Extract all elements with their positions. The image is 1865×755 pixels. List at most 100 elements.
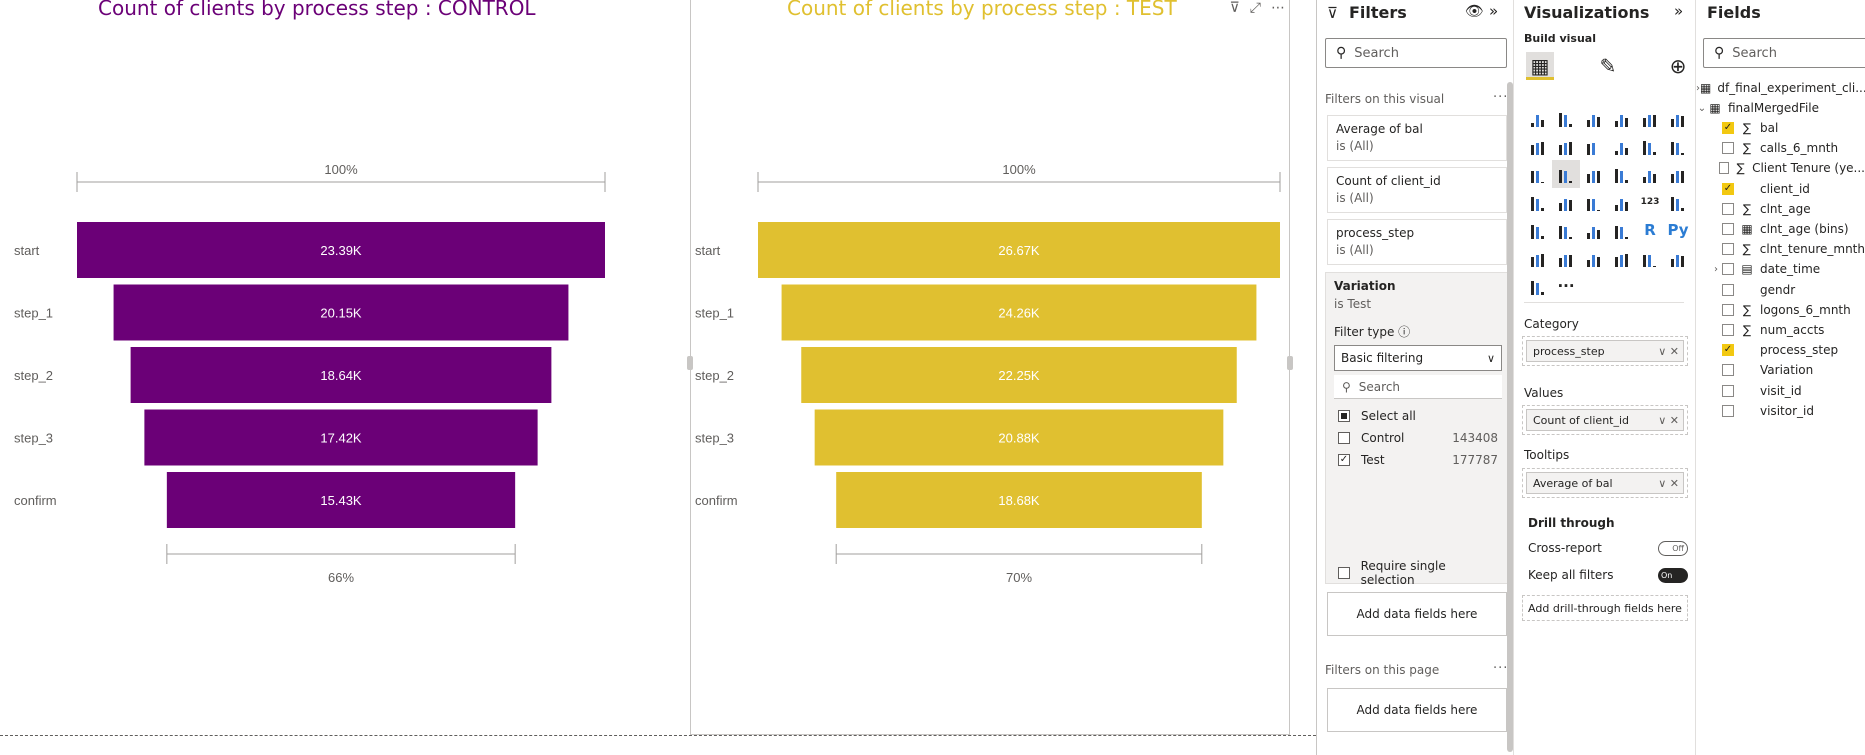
ribbon-icon[interactable] — [1664, 132, 1692, 160]
checkbox[interactable] — [1722, 202, 1734, 215]
decomposition-tree-icon[interactable] — [1552, 244, 1580, 272]
checkbox[interactable] — [1722, 223, 1734, 235]
100-column-icon[interactable] — [1664, 104, 1692, 132]
field-pill[interactable]: Average of bal ∨ ✕ — [1526, 472, 1684, 494]
focus-mode-icon[interactable]: ⤢ — [1249, 0, 1261, 16]
checkbox[interactable] — [1721, 243, 1734, 256]
add-drill-through-fields[interactable]: Add drill-through fields here — [1522, 595, 1688, 621]
option-test[interactable]: ✓ Test 177787 — [1338, 453, 1498, 467]
filter-card-process-step[interactable]: process_step is (All) — [1327, 219, 1507, 265]
field-item-client-tenure-ye-[interactable]: ∑ Client Tenure (ye... — [1696, 158, 1865, 178]
fields-tab-icon[interactable]: ▦ — [1526, 52, 1554, 80]
pill-controls[interactable]: ∨ ✕ — [1658, 413, 1679, 427]
more-options-icon[interactable]: ··· — [1493, 90, 1509, 105]
power-apps-icon[interactable] — [1664, 244, 1692, 272]
scrollbar[interactable] — [1507, 82, 1513, 752]
field-pill[interactable]: process_step ∨ ✕ — [1526, 340, 1684, 362]
stacked-bar-icon[interactable] — [1524, 104, 1552, 132]
filter-values-search-input[interactable]: ⚲ Search — [1334, 375, 1502, 399]
eye-icon[interactable]: 👁 — [1465, 2, 1485, 20]
more-icon[interactable]: ··· — [1557, 277, 1575, 295]
100-bar-icon[interactable] — [1636, 104, 1664, 132]
field-item-clnt-age[interactable]: ∑ clnt_age — [1696, 199, 1865, 219]
checkbox[interactable] — [1719, 162, 1730, 175]
stacked-area-icon[interactable] — [1580, 132, 1608, 160]
checkbox[interactable] — [1338, 567, 1350, 579]
field-item-process-step[interactable]: ✓ process_step — [1696, 340, 1865, 360]
slicer-icon[interactable] — [1552, 216, 1580, 244]
stacked-column-icon[interactable] — [1552, 104, 1580, 132]
qa-icon[interactable] — [1580, 244, 1608, 272]
waterfall-icon[interactable] — [1524, 160, 1552, 188]
power-automate-icon[interactable] — [1524, 272, 1552, 300]
field-item-visit-id[interactable]: visit_id — [1696, 381, 1865, 401]
add-data-fields-visual[interactable]: Add data fields here — [1327, 592, 1507, 636]
field-pill[interactable]: Count of client_id ∨ ✕ — [1526, 409, 1684, 431]
checkbox-checked[interactable]: ✓ — [1722, 344, 1734, 357]
collapse-pane-icon[interactable]: » — [1489, 2, 1499, 20]
format-brush-icon[interactable]: ✎ — [1599, 54, 1617, 78]
values-well[interactable]: Count of client_id ∨ ✕ — [1522, 405, 1688, 435]
kpi-icon[interactable] — [1524, 216, 1552, 244]
collapse-pane-icon[interactable]: » — [1674, 2, 1684, 20]
fields-search-input[interactable]: ⚲ Search — [1703, 38, 1865, 68]
line-column-icon[interactable] — [1608, 132, 1636, 160]
clustered-bar-icon[interactable] — [1580, 104, 1608, 132]
r-visual-icon[interactable]: R — [1644, 221, 1656, 239]
tooltips-well[interactable]: Average of bal ∨ ✕ — [1522, 468, 1688, 498]
key-influencers-icon[interactable] — [1524, 244, 1552, 272]
cross-report-toggle[interactable]: Off — [1658, 541, 1688, 556]
funnel-visual-control[interactable]: Count of clients by process step : CONTR… — [0, 0, 688, 735]
chevron-right-icon[interactable]: › — [1714, 263, 1718, 275]
analytics-icon[interactable]: ⊕ — [1669, 54, 1687, 78]
treemap-icon[interactable] — [1664, 160, 1692, 188]
funnel-icon[interactable] — [1552, 160, 1580, 188]
require-single-selection[interactable]: Require single selection — [1338, 559, 1498, 587]
checkbox[interactable] — [1722, 384, 1734, 397]
checkbox[interactable] — [1722, 263, 1734, 276]
chevron-right-icon[interactable]: › — [1696, 82, 1700, 94]
filter-card-variation[interactable]: Variation is Test Filter type ⓘ Basic fi… — [1325, 272, 1509, 587]
option-control[interactable]: Control 143408 — [1338, 431, 1498, 445]
resize-handle-left[interactable] — [687, 356, 693, 370]
option-select-all[interactable]: Select all — [1338, 409, 1498, 423]
field-item-clnt-tenure-mnth[interactable]: ∑ clnt_tenure_mnth — [1696, 239, 1865, 259]
more-options-icon[interactable]: ⋯ — [1271, 0, 1285, 16]
checkbox[interactable] — [1722, 404, 1734, 417]
table-item[interactable]: ⌄ ▦ finalMergedFile — [1697, 101, 1820, 115]
checkbox-checked[interactable]: ✓ — [1722, 122, 1734, 134]
filter-card-average-bal[interactable]: Average of bal is (All) — [1327, 115, 1507, 161]
map-icon[interactable] — [1524, 188, 1552, 216]
info-icon[interactable]: ⓘ — [1398, 325, 1411, 339]
chevron-down-icon[interactable]: ⌄ — [1697, 102, 1707, 114]
field-item-client-id[interactable]: ✓ client_id — [1696, 179, 1865, 199]
checkbox[interactable] — [1722, 364, 1734, 377]
field-item-calls-6-mnth[interactable]: ∑ calls_6_mnth — [1696, 138, 1865, 158]
paginated-icon[interactable] — [1636, 244, 1664, 272]
donut-icon[interactable] — [1636, 160, 1664, 188]
funnel-visual-test[interactable]: Count of clients by process step : TEST … — [687, 0, 1293, 735]
checkbox[interactable] — [1722, 324, 1734, 336]
python-visual-icon[interactable]: Py — [1667, 221, 1689, 239]
pill-controls[interactable]: ∨ ✕ — [1658, 344, 1679, 358]
field-item-date-time[interactable]: › ▤ date_time — [1696, 259, 1865, 279]
resize-handle-right[interactable] — [1287, 356, 1293, 370]
pill-controls[interactable]: ∨ ✕ — [1658, 476, 1679, 490]
card-icon[interactable]: 123 — [1640, 197, 1660, 207]
field-item-num-accts[interactable]: ∑ num_accts — [1696, 320, 1865, 340]
filter-icon[interactable]: ⊽ — [1229, 0, 1240, 16]
azure-map-icon[interactable] — [1580, 188, 1608, 216]
area-icon[interactable] — [1552, 132, 1580, 160]
checkbox[interactable] — [1722, 142, 1734, 155]
more-options-icon[interactable]: ··· — [1493, 661, 1509, 676]
line-clustered-icon[interactable] — [1636, 132, 1664, 160]
line-icon[interactable] — [1524, 132, 1552, 160]
table-icon[interactable] — [1580, 216, 1608, 244]
filters-search-input[interactable]: ⚲ Search — [1325, 38, 1507, 68]
pie-icon[interactable] — [1608, 160, 1636, 188]
add-data-fields-page[interactable]: Add data fields here — [1327, 688, 1507, 732]
filled-map-icon[interactable] — [1552, 188, 1580, 216]
field-item-logons-6-mnth[interactable]: ∑ logons_6_mnth — [1696, 300, 1865, 320]
filter-type-dropdown[interactable]: Basic filtering ∨ — [1334, 345, 1502, 371]
multi-row-card-icon[interactable] — [1664, 188, 1692, 216]
